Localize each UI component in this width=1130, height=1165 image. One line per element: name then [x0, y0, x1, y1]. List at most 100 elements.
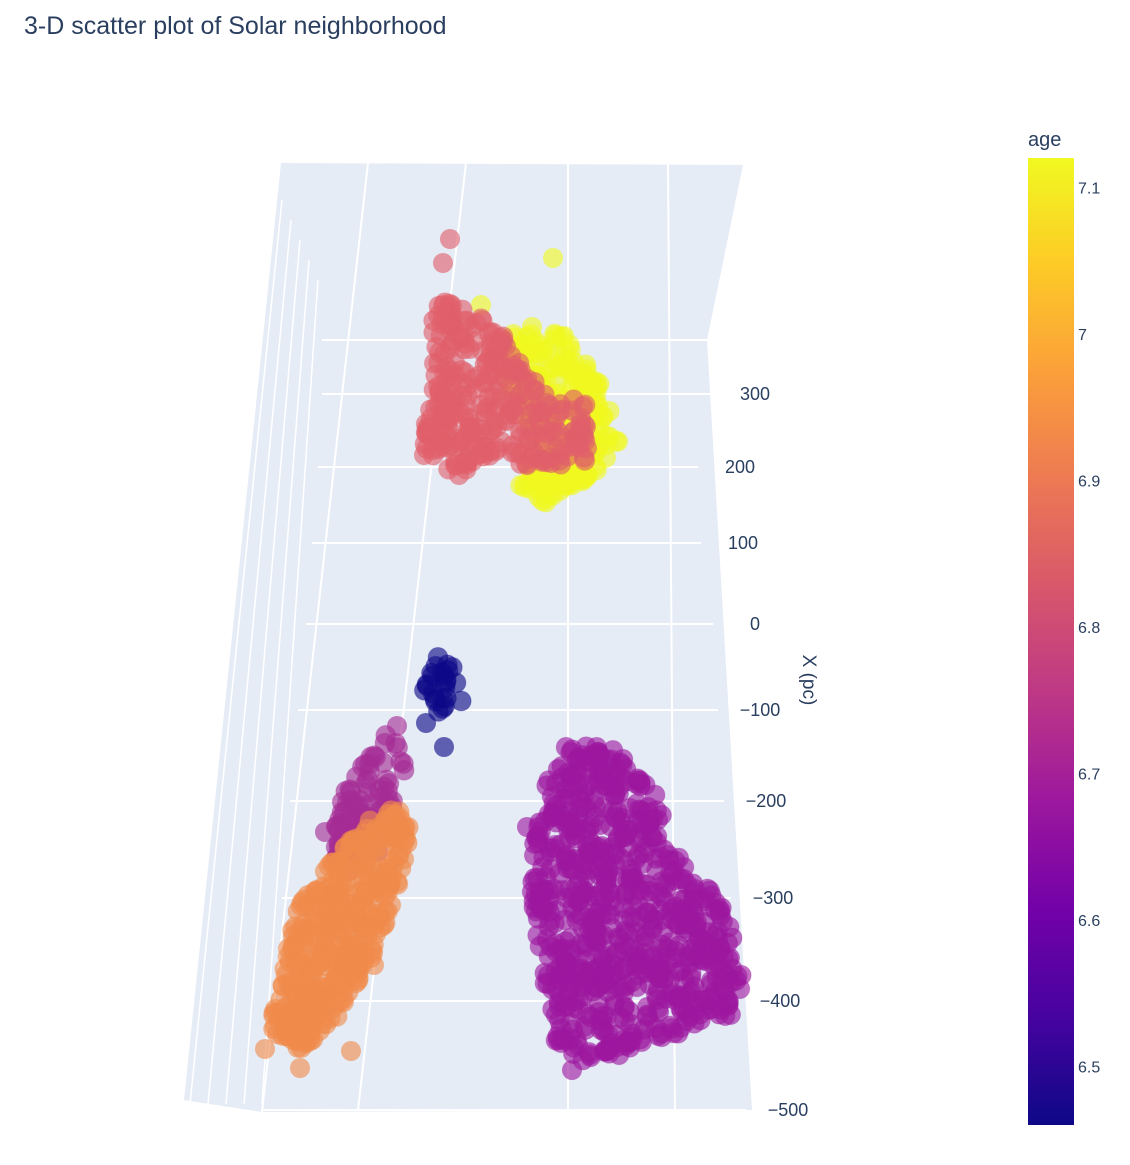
data-point — [592, 406, 614, 428]
data-point — [604, 805, 626, 827]
data-point — [309, 951, 331, 973]
z-axis-title: X (pc) — [798, 655, 819, 706]
colorbar-title: age — [1028, 129, 1061, 151]
data-point — [549, 400, 571, 422]
data-point — [363, 934, 384, 956]
colorbar-gradient — [1028, 158, 1074, 1125]
data-point — [432, 435, 454, 457]
data-point — [315, 822, 335, 842]
data-points — [255, 229, 752, 1080]
data-point — [622, 884, 644, 906]
data-point — [587, 884, 609, 906]
data-point — [390, 751, 412, 772]
data-point — [290, 1058, 310, 1078]
data-point — [538, 803, 560, 825]
data-point — [329, 899, 351, 921]
data-point — [503, 385, 525, 407]
z-tick-label: −400 — [760, 991, 801, 1011]
data-point — [534, 972, 556, 994]
data-point — [443, 329, 465, 351]
data-point — [387, 716, 407, 736]
data-point — [642, 808, 664, 830]
data-point — [592, 1017, 614, 1039]
data-point — [696, 878, 718, 900]
data-point — [607, 430, 629, 452]
data-point — [522, 317, 542, 337]
data-point — [292, 1002, 314, 1024]
colorbar-tick-label: 6.6 — [1078, 913, 1100, 930]
data-point — [336, 868, 358, 890]
data-point — [549, 354, 571, 376]
data-point — [550, 955, 572, 977]
data-point — [339, 779, 361, 801]
z-axis: 300 200 100 0 −100 −200 −300 −400 −500 X (pc) — [725, 384, 819, 1120]
data-point — [621, 971, 643, 993]
data-point — [474, 354, 496, 376]
data-point — [595, 447, 617, 469]
colorbar-tick-label: 6.8 — [1078, 620, 1100, 637]
data-point — [516, 368, 538, 390]
data-point — [266, 1002, 288, 1024]
data-point — [612, 849, 634, 871]
data-point — [629, 1028, 651, 1050]
data-point — [351, 835, 373, 857]
data-point — [564, 762, 586, 783]
data-point — [574, 394, 596, 416]
grid-line-vertical — [182, 162, 281, 1101]
chart-title: 3-D scatter plot of Solar neighborhood — [24, 12, 447, 40]
data-point — [601, 917, 623, 939]
data-point — [533, 897, 555, 919]
z-tick-label: −200 — [746, 791, 787, 811]
data-point — [538, 770, 560, 792]
data-point — [377, 881, 399, 903]
data-point — [579, 1044, 601, 1066]
data-point — [577, 774, 599, 796]
colorbar-tick-label: 6.5 — [1078, 1059, 1100, 1076]
data-point — [522, 871, 544, 893]
data-point — [543, 248, 563, 268]
data-point — [416, 713, 436, 733]
data-point — [453, 404, 475, 426]
data-point — [710, 897, 732, 919]
data-point — [689, 1009, 711, 1031]
grid-line-side — [207, 219, 292, 1105]
z-tick-label: −500 — [768, 1100, 809, 1120]
data-point — [554, 326, 574, 346]
data-point — [711, 970, 733, 992]
data-point — [364, 955, 384, 975]
data-point — [680, 939, 702, 961]
data-point — [331, 801, 353, 823]
data-point — [661, 864, 683, 886]
data-point — [290, 895, 312, 917]
z-tick-label: 200 — [725, 457, 755, 477]
data-point — [573, 967, 595, 989]
data-point — [388, 801, 410, 823]
grid-line-side — [243, 259, 310, 1105]
data-point — [435, 671, 457, 693]
data-point — [587, 741, 609, 763]
data-point — [626, 793, 648, 815]
data-point — [577, 842, 599, 864]
data-point — [524, 423, 546, 445]
data-point — [574, 1015, 596, 1037]
data-point — [470, 308, 492, 330]
data-point — [434, 737, 454, 757]
z-tick-label: −100 — [740, 700, 781, 720]
grid-line-side — [261, 279, 319, 1105]
data-point — [568, 988, 590, 1010]
data-point — [433, 253, 453, 273]
z-tick-label: −300 — [753, 888, 794, 908]
data-point — [647, 966, 669, 988]
data-point — [471, 295, 491, 315]
data-point — [548, 1030, 568, 1050]
data-point — [376, 769, 398, 791]
z-tick-label: 100 — [728, 533, 758, 553]
data-point — [597, 940, 619, 962]
data-point — [666, 986, 688, 1008]
data-point — [533, 449, 554, 471]
cluster-age-6.82 — [414, 229, 598, 485]
cluster-age-6.95 — [255, 800, 419, 1078]
data-point — [717, 948, 739, 970]
cluster-age-6.49 — [413, 646, 472, 757]
